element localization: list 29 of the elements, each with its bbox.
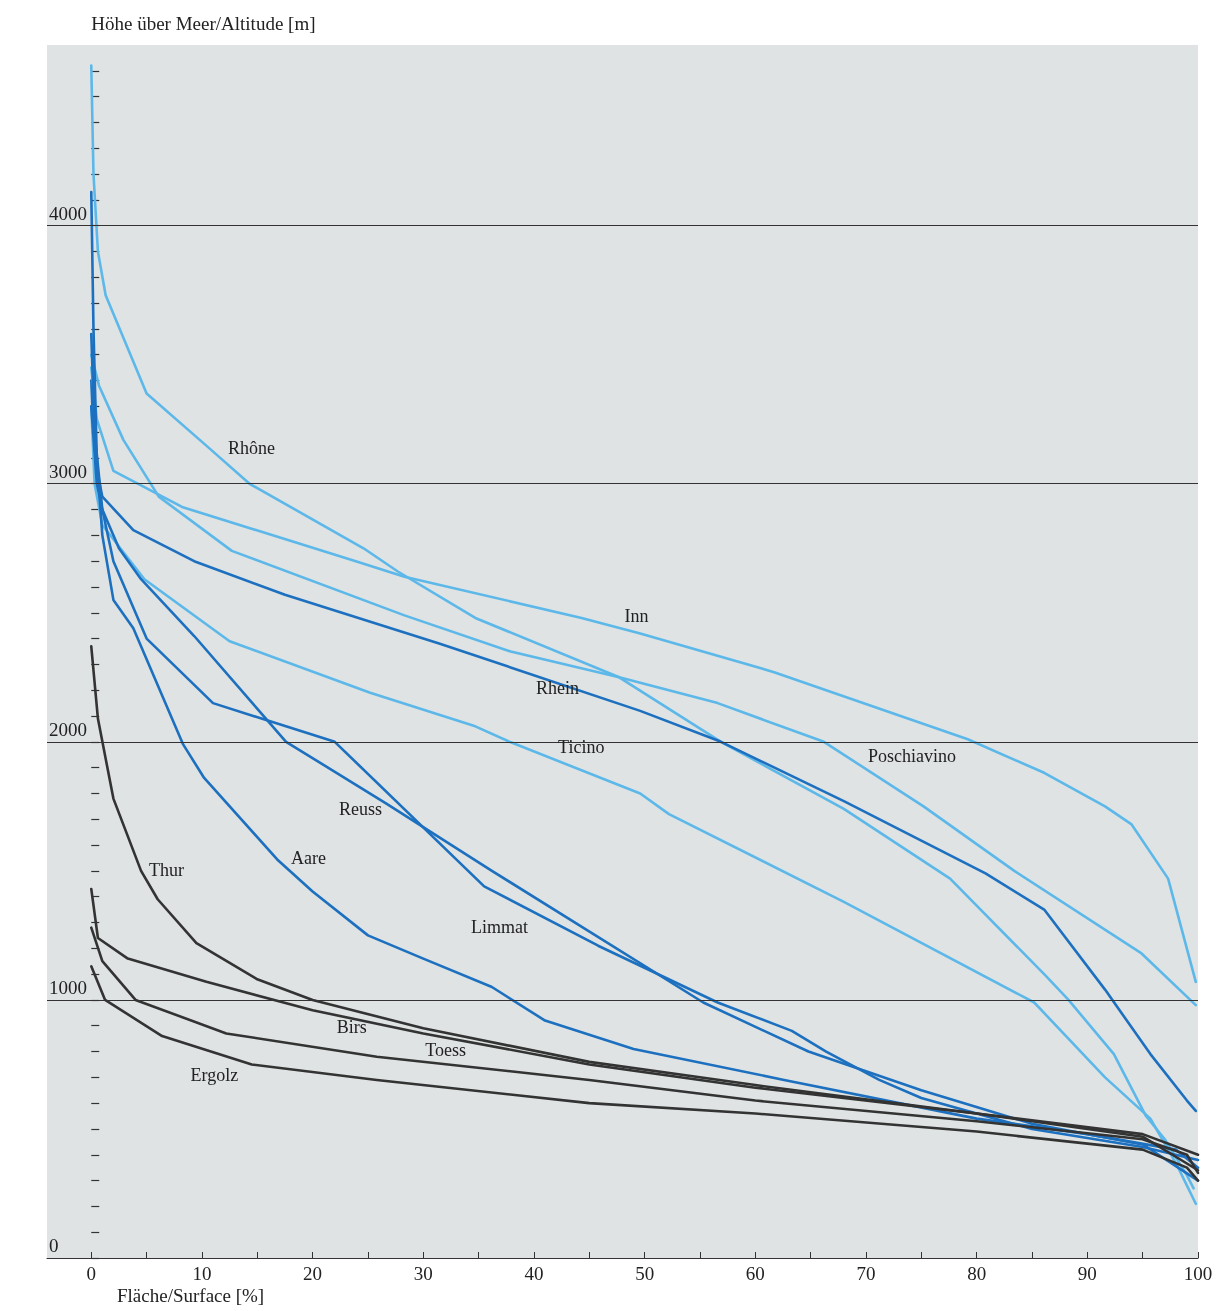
series-label: Thur bbox=[149, 859, 185, 880]
series-label: Aare bbox=[290, 847, 326, 868]
x-tick-label: 70 bbox=[856, 1263, 876, 1284]
series-label: Ticino bbox=[558, 737, 605, 758]
x-tick-label: 60 bbox=[745, 1263, 765, 1284]
y-tick-label: 0 bbox=[49, 1235, 59, 1256]
y-tick-label: 2000 bbox=[49, 718, 87, 740]
x-tick-label: 10 bbox=[192, 1263, 212, 1284]
x-axis-title: Fläche/Surface [%] bbox=[117, 1285, 265, 1306]
y-tick-label: 1000 bbox=[49, 976, 87, 998]
series-label: Limmat bbox=[470, 917, 528, 938]
series-label: Poschiavino bbox=[867, 746, 956, 767]
x-tick-label: 20 bbox=[303, 1263, 323, 1284]
y-tick-label: 4000 bbox=[49, 202, 87, 224]
y-tick-label: 3000 bbox=[49, 460, 87, 482]
series-label: Rhein bbox=[535, 678, 579, 699]
series-label: Birs bbox=[336, 1016, 367, 1037]
x-tick-label: 90 bbox=[1077, 1263, 1097, 1284]
x-tick-label: 80 bbox=[967, 1263, 987, 1284]
series-label: Toess bbox=[425, 1039, 467, 1060]
series-label: Inn bbox=[624, 605, 649, 626]
x-tick-label: 30 bbox=[413, 1263, 433, 1284]
x-tick-label: 40 bbox=[524, 1263, 544, 1284]
series-label: Ergolz bbox=[190, 1064, 239, 1085]
series-label: Rhône bbox=[228, 438, 276, 459]
y-axis-title: Höhe über Meer/Altitude [m] bbox=[91, 13, 316, 34]
series-label: Reuss bbox=[339, 798, 383, 819]
x-tick-label: 50 bbox=[635, 1263, 655, 1284]
x-tick-label: 100 bbox=[1183, 1263, 1213, 1284]
